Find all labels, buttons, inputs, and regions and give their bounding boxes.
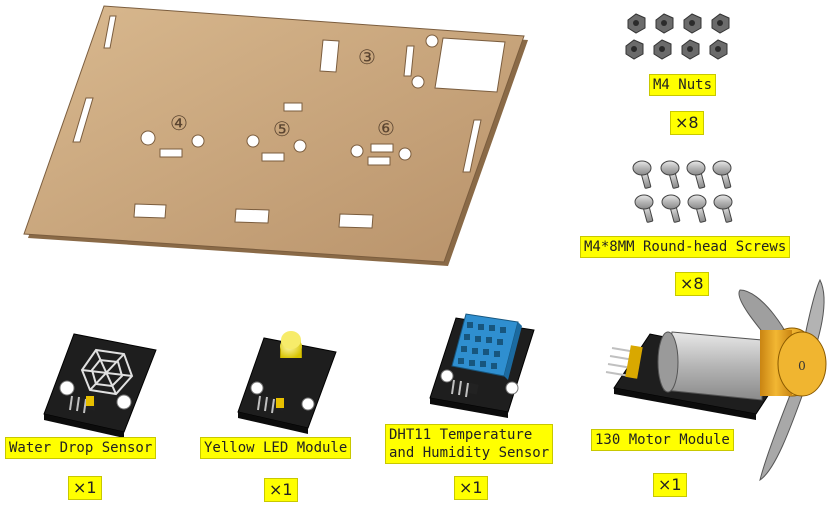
dht11-sensor-quantity: ×1 [454, 476, 488, 500]
m4-nuts-image [625, 13, 730, 60]
motor-module-image: 0 [605, 278, 827, 482]
m4-screws-image [632, 160, 733, 223]
water-drop-sensor-image [43, 333, 157, 438]
screws-label: M4*8MM Round-head Screws [580, 236, 791, 258]
screws-quantity: ×8 [675, 272, 709, 296]
motor-module-label: 130 Motor Module [591, 429, 734, 451]
dht11-sensor-label: DHT11 Temperature and Humidity Sensor [385, 424, 554, 464]
water-drop-sensor-label: Water Drop Sensor [5, 437, 157, 459]
dht11-sensor-image [429, 313, 535, 418]
wooden-base-plate: ③ ④ ⑤ ⑥ [23, 5, 528, 266]
board-marking-5: ⑤ [273, 117, 291, 141]
board-marking-3: ③ [358, 45, 376, 69]
yellow-led-module-image [237, 331, 337, 434]
nuts-label: M4 Nuts [649, 74, 717, 96]
yellow-led-module-quantity: ×1 [264, 478, 298, 502]
board-marking-6: ⑥ [377, 116, 395, 140]
motor-module-quantity: ×1 [653, 473, 687, 497]
nuts-quantity: ×8 [670, 111, 704, 135]
board-marking-4: ④ [170, 111, 188, 135]
yellow-led-module-label: Yellow LED Module [200, 437, 352, 459]
dht11-label-line-2: and Humidity Sensor [389, 445, 550, 461]
water-drop-sensor-quantity: ×1 [68, 476, 102, 500]
motor-marking: 0 [798, 359, 806, 373]
dht11-label-line-1: DHT11 Temperature [389, 427, 533, 443]
